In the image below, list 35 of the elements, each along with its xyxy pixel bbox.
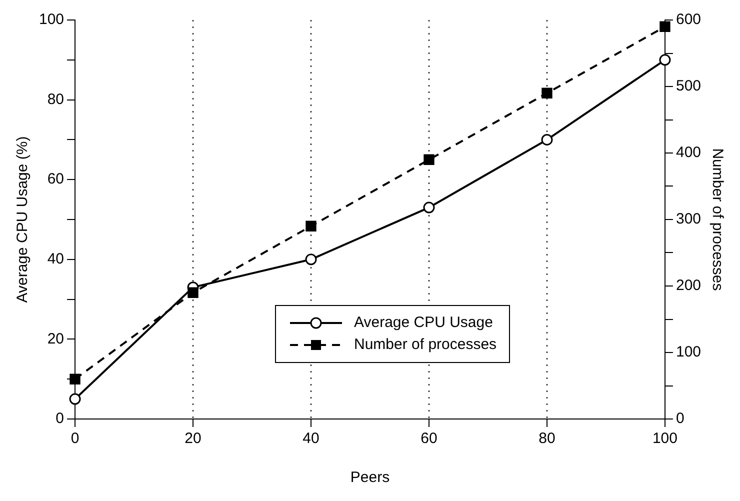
point	[660, 21, 670, 32]
y-tick-label: 60	[47, 170, 64, 188]
x-tick-label: 60	[420, 430, 438, 448]
point	[188, 287, 198, 298]
y2-tick-label: 0	[676, 410, 684, 428]
y-tick-label: 0	[56, 410, 64, 428]
y2-tick-label: 400	[676, 144, 702, 162]
legend-label: Number of processes	[354, 335, 497, 355]
x-tick-label: 20	[184, 430, 202, 448]
x-tick-label: 0	[70, 430, 80, 448]
y2-tick-label: 600	[676, 11, 702, 28]
y-axis-title: Average CPU Usage (%)	[14, 136, 32, 303]
y2-tick-label: 200	[676, 277, 702, 294]
point	[659, 54, 671, 66]
y2-axis-title: Number of processes	[708, 148, 726, 291]
point	[542, 88, 552, 98]
legend-label: Average CPU Usage	[354, 313, 493, 333]
x-tick-label: 100	[652, 430, 678, 448]
point	[423, 202, 435, 214]
point	[69, 393, 81, 405]
y2-tick-label: 100	[676, 344, 702, 361]
y-tick-label: 80	[47, 90, 64, 108]
point	[541, 134, 553, 146]
point	[306, 220, 316, 232]
y2-tick-label: 500	[676, 78, 702, 95]
point	[424, 154, 434, 165]
y-tick-label: 40	[47, 250, 64, 268]
y-tick-label: 20	[47, 330, 64, 348]
x-tick-label: 40	[302, 430, 320, 448]
y2-tick-label: 300	[676, 210, 702, 228]
x-axis-title: Peers	[350, 469, 390, 486]
y-tick-label: 100	[38, 11, 64, 28]
point	[70, 374, 80, 384]
x-tick-label: 80	[538, 430, 556, 448]
point	[305, 254, 317, 266]
